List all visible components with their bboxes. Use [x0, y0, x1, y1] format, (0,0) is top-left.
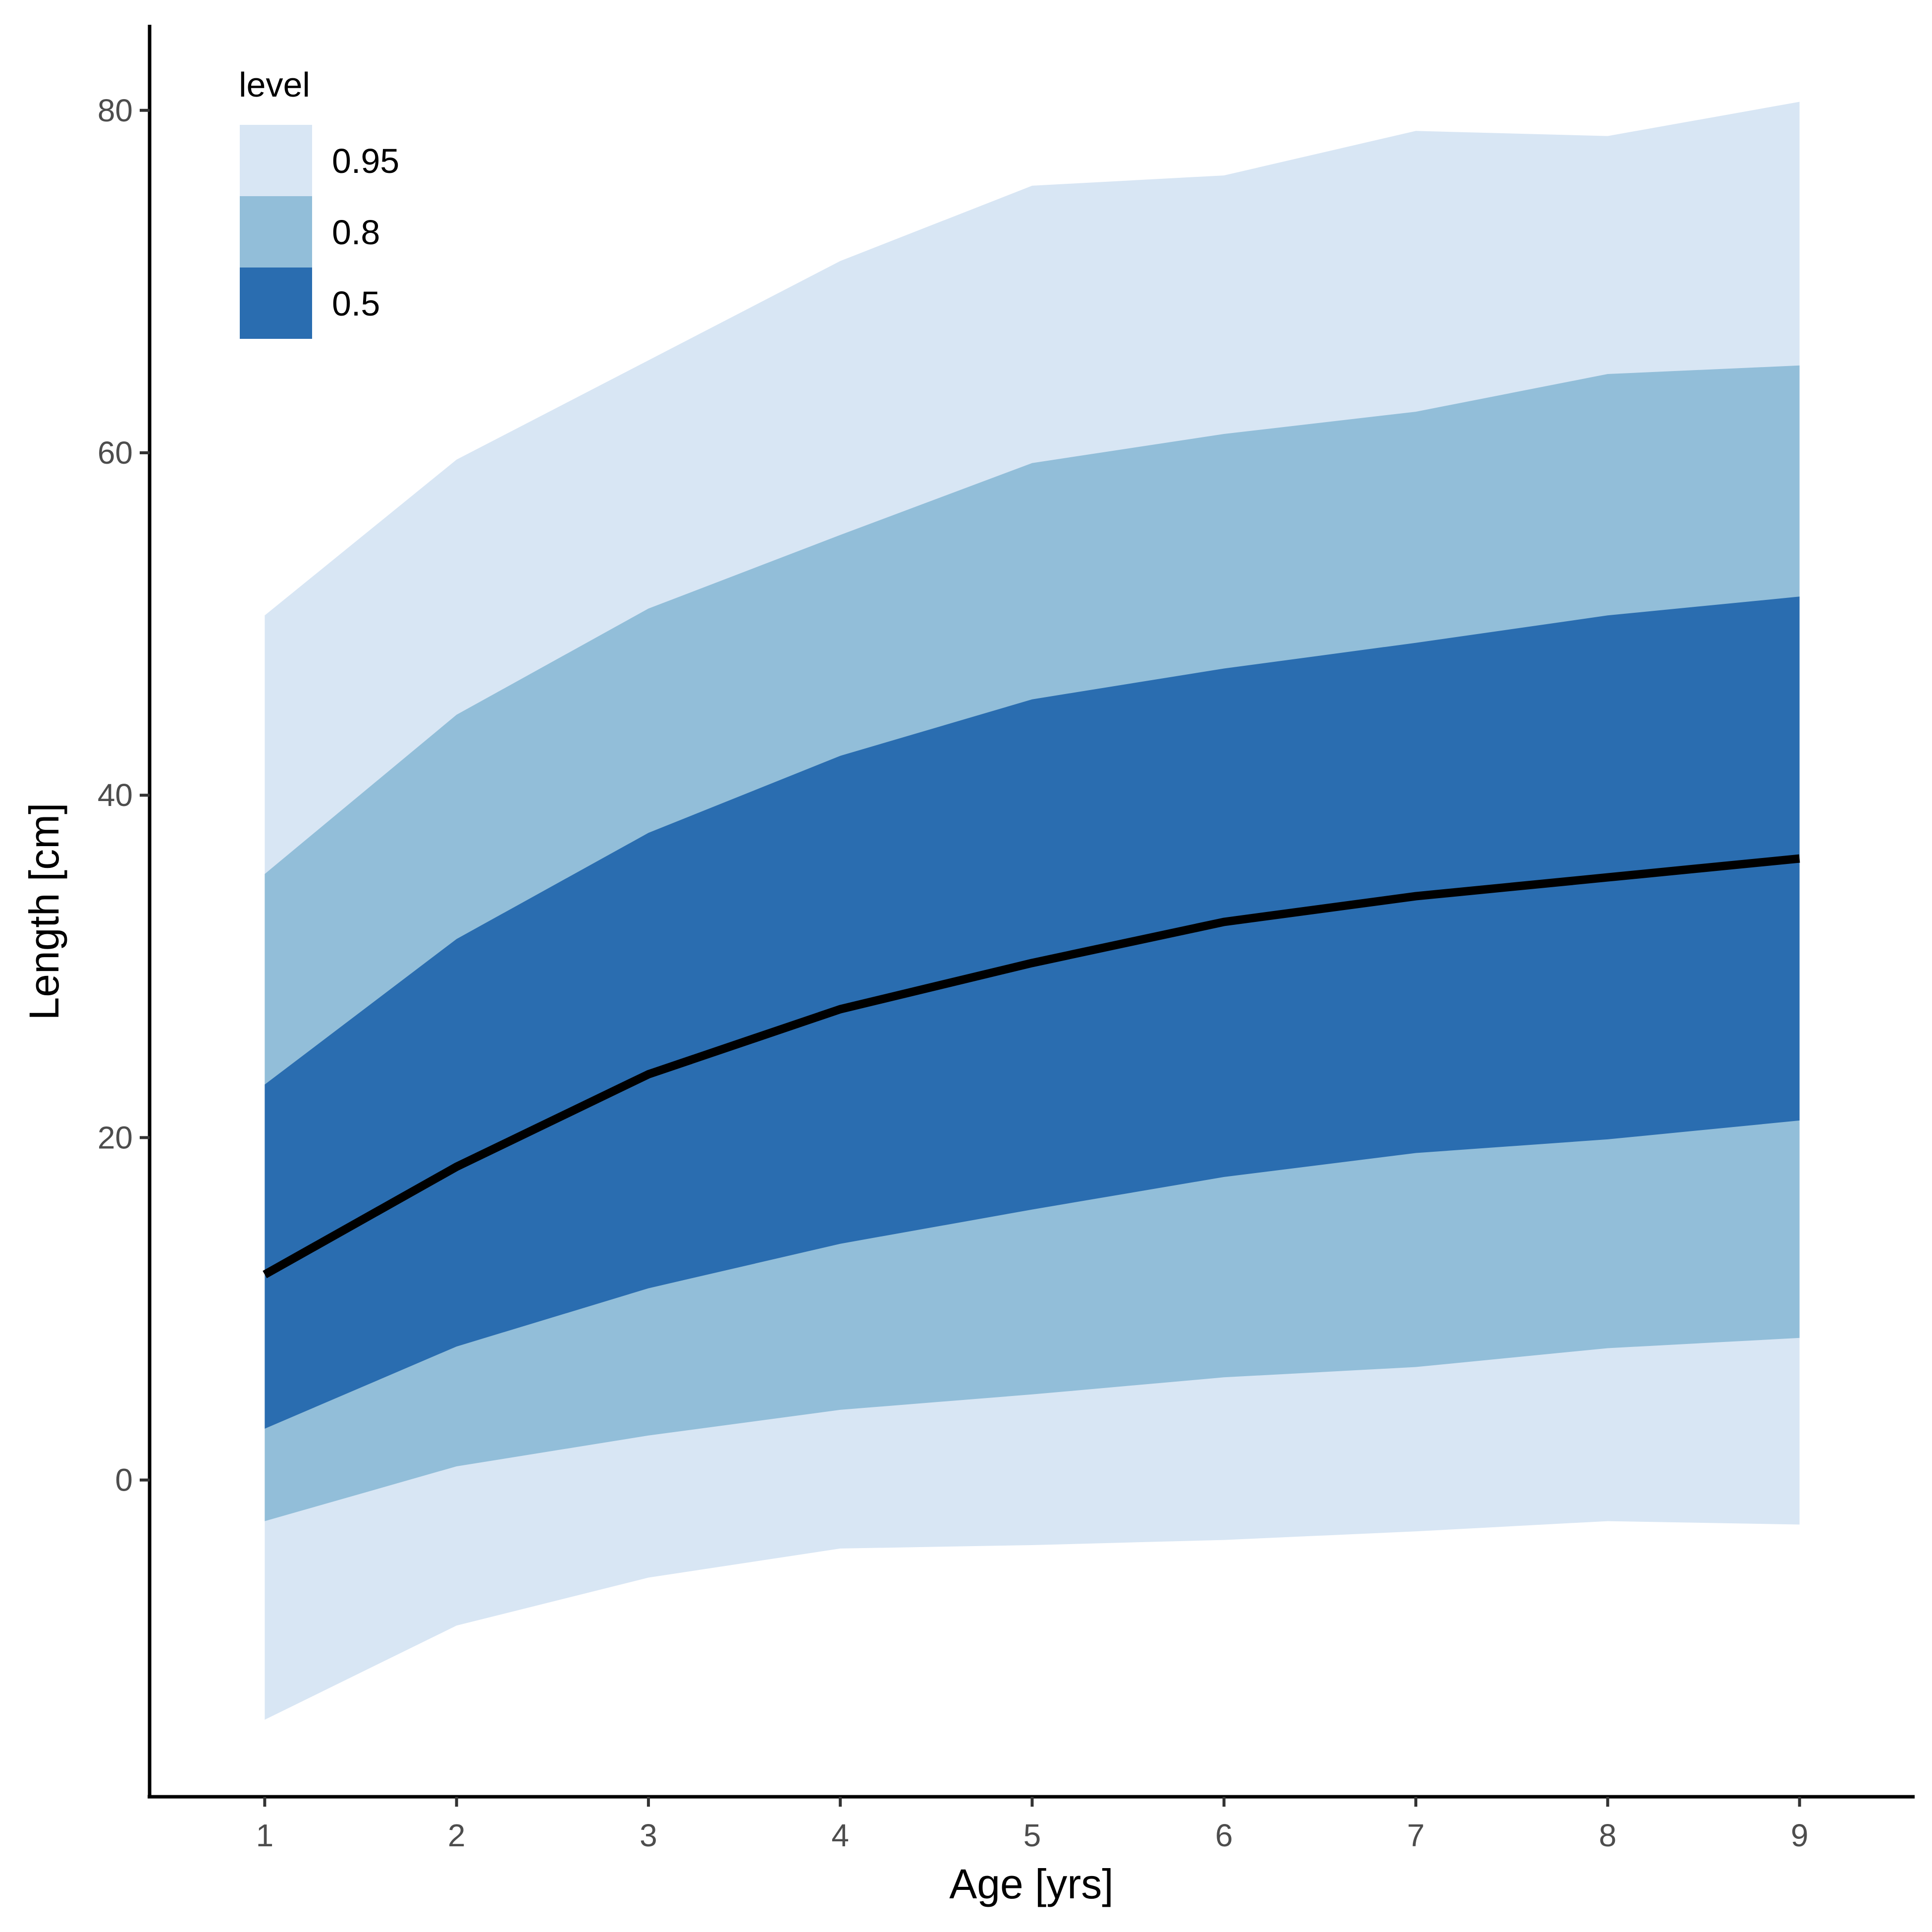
x-tick-label: 2	[448, 1818, 466, 1853]
x-ticks: 1 2 3 4 5 6 7 8 9	[256, 1797, 1809, 1853]
legend-title: level	[239, 65, 310, 104]
uncertainty-bands	[265, 102, 1800, 1720]
x-tick-label: 7	[1407, 1818, 1425, 1853]
y-axis-title: Length [cm]	[21, 803, 67, 1020]
band-0.5	[265, 596, 1800, 1429]
legend-label-0.5: 0.5	[332, 284, 380, 323]
x-tick-label: 4	[831, 1818, 849, 1853]
legend-entries: 0.95 0.8 0.5	[240, 125, 399, 339]
x-tick-label: 9	[1791, 1818, 1809, 1853]
x-tick-label: 1	[256, 1818, 274, 1853]
y-tick-label: 80	[98, 93, 133, 128]
legend-key-0.95	[240, 125, 312, 196]
median-line	[263, 854, 1800, 1279]
y-ticks: 0 20 40 60 80	[98, 93, 150, 1498]
legend-label-0.8: 0.8	[332, 213, 380, 252]
legend-key-0.5	[240, 268, 312, 339]
x-axis-title: Age [yrs]	[949, 1861, 1113, 1907]
x-tick-label: 6	[1215, 1818, 1233, 1853]
y-tick-label: 20	[98, 1120, 133, 1155]
x-tick-label: 8	[1599, 1818, 1617, 1853]
x-tick-label: 5	[1023, 1818, 1041, 1853]
legend-label-0.95: 0.95	[332, 142, 399, 180]
median-line-layer	[263, 854, 1800, 1279]
y-tick-label: 40	[98, 777, 133, 813]
legend-key-0.8	[240, 196, 312, 268]
y-tick-label: 60	[98, 435, 133, 471]
x-tick-label: 3	[640, 1818, 657, 1853]
legend: level 0.95 0.8 0.5	[239, 65, 399, 339]
y-tick-label: 0	[115, 1462, 133, 1498]
